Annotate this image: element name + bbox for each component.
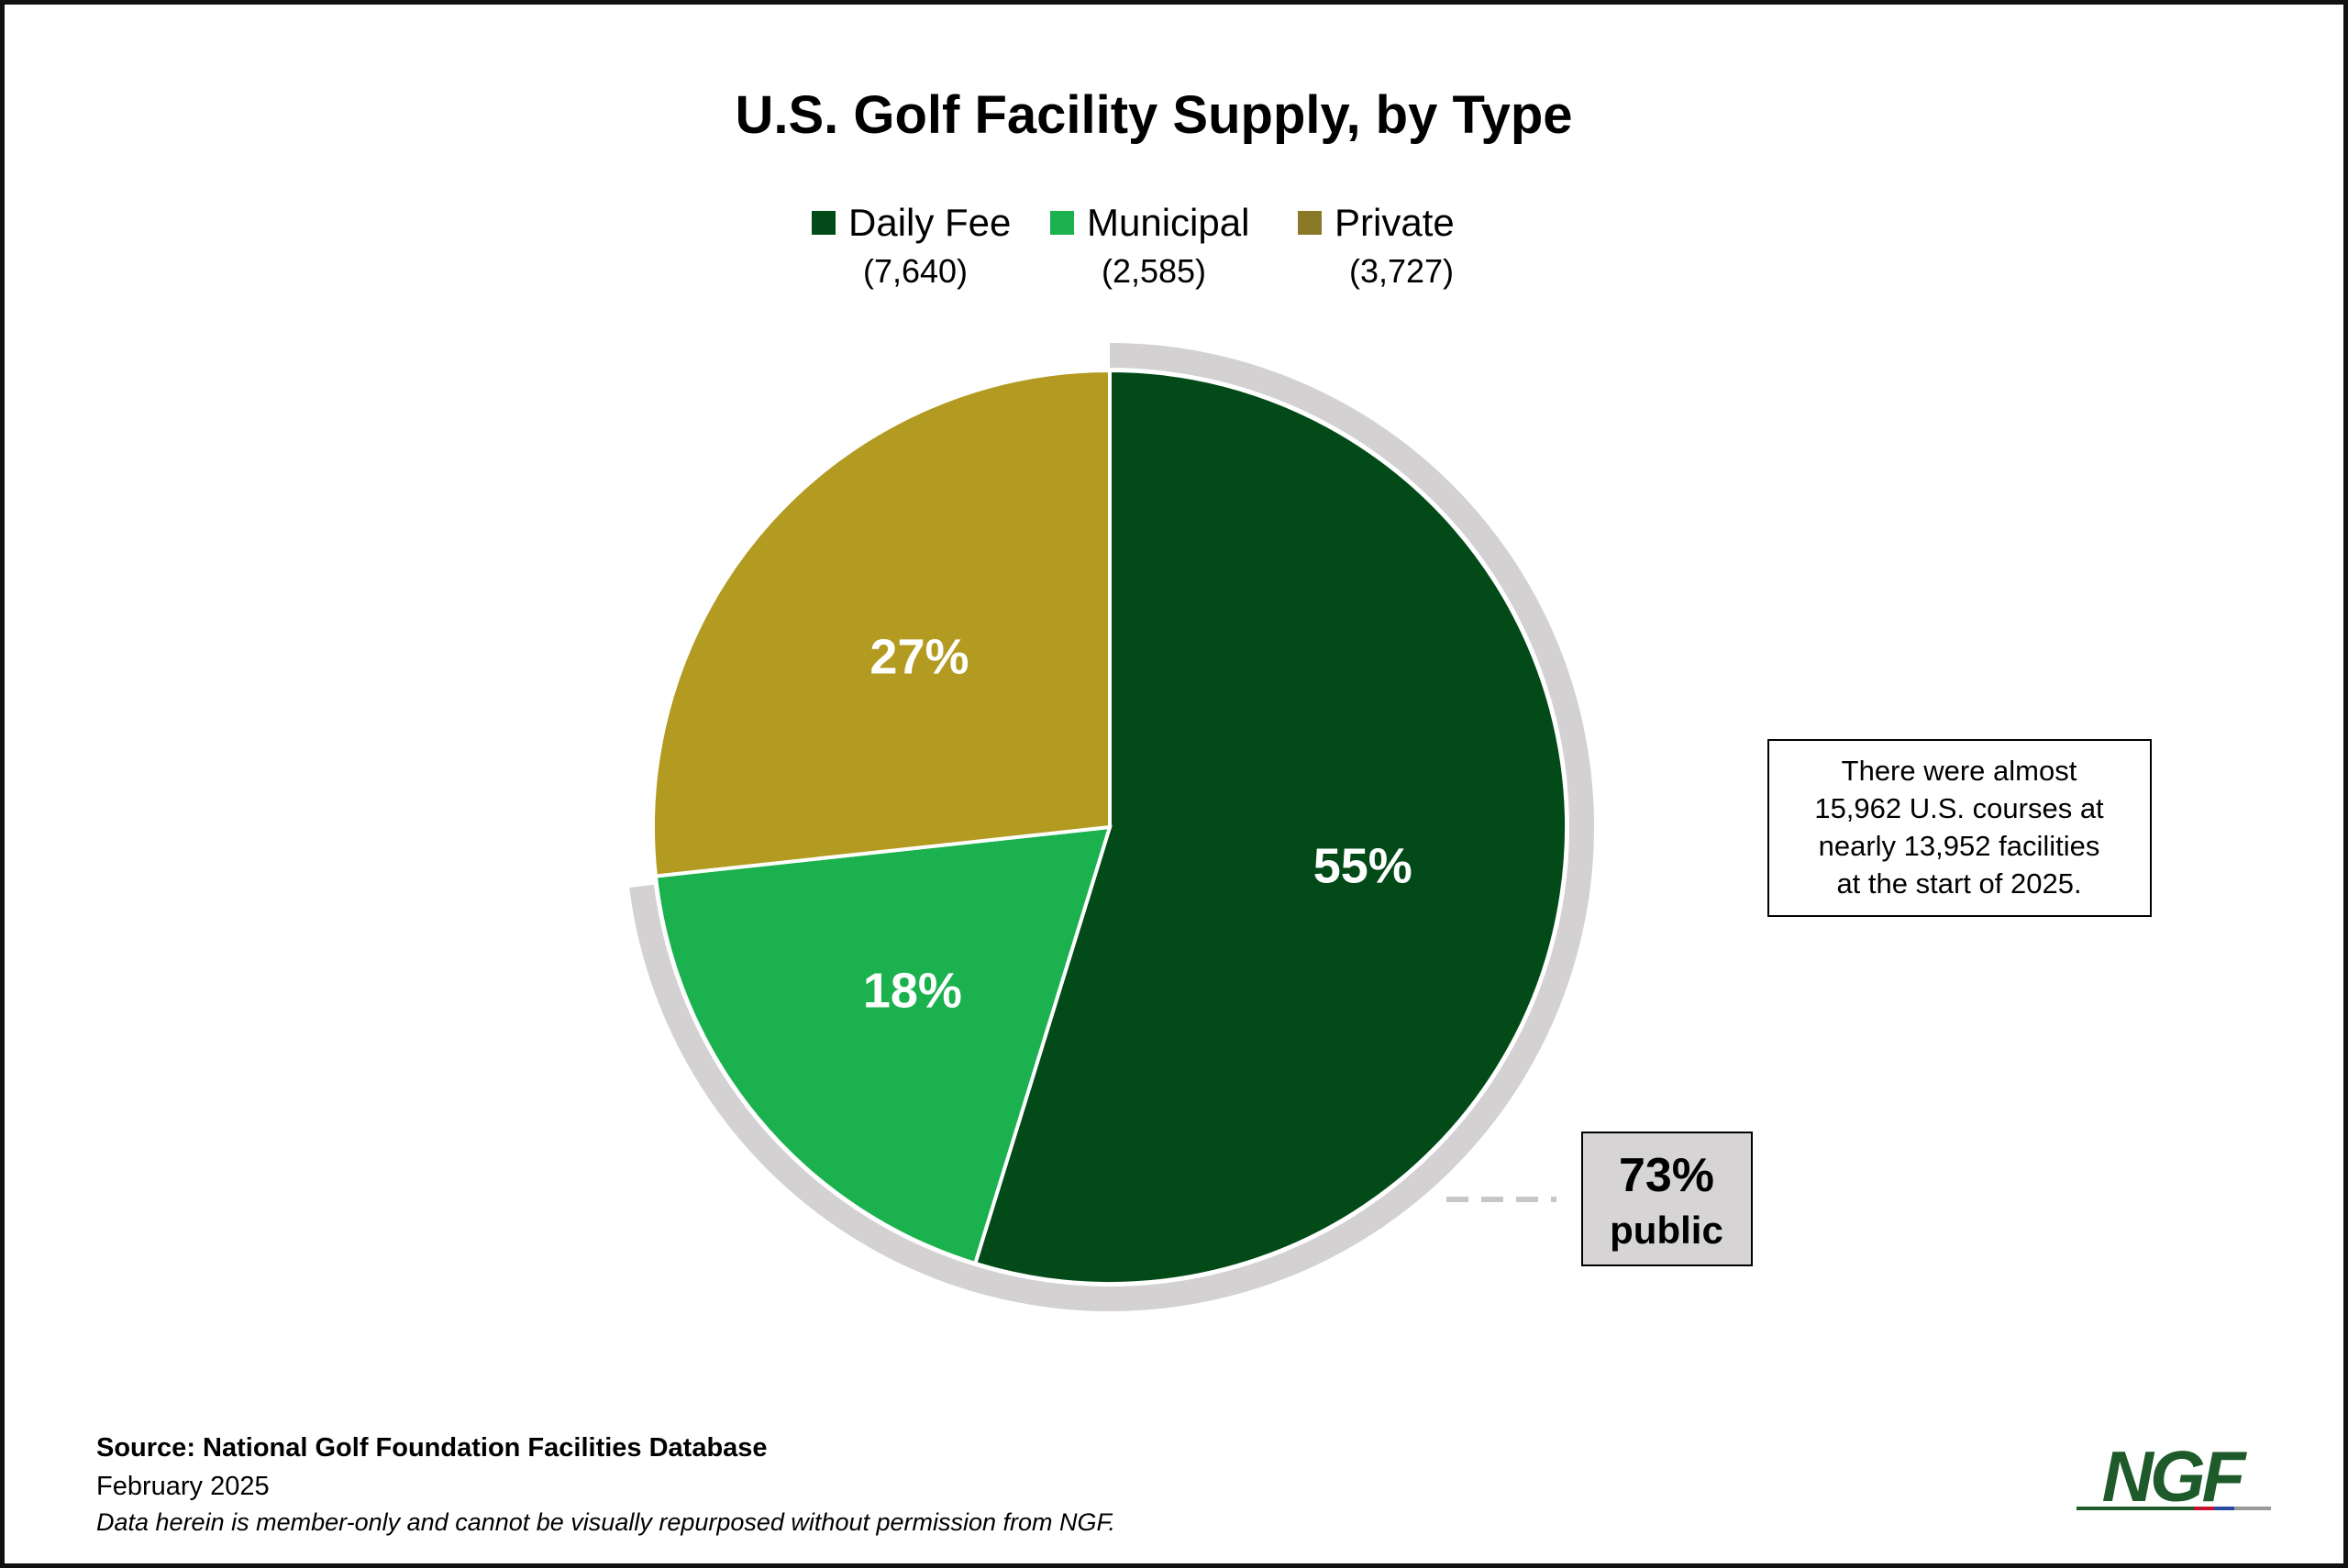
annotation-line: nearly 13,952 facilities <box>1819 830 2100 862</box>
annotation-line: There were almost <box>1842 755 2077 787</box>
public-callout-label: public <box>1610 1209 1723 1252</box>
logo-text: NGF <box>2102 1444 2248 1517</box>
date-note: February 2025 <box>96 1472 270 1501</box>
legend-count-private: (3,727) <box>1349 252 1454 290</box>
logo-underline-green <box>2077 1507 2194 1510</box>
disclaimer-note: Data herein is member-only and cannot be… <box>96 1508 1116 1536</box>
pie-slices <box>651 368 1568 1286</box>
pie-slice-daily-fee <box>972 368 1568 1286</box>
public-callout-value: 73% <box>1619 1149 1714 1202</box>
pie-slice-municipal <box>653 824 1113 1266</box>
percent-label-daily-fee: 55% <box>1313 839 1412 894</box>
logo-underline-red <box>2194 1507 2214 1510</box>
annotation-box: There were almost 15,962 U.S. courses at… <box>1767 739 2152 917</box>
chart-title: U.S. Golf Facility Supply, by Type <box>735 85 1572 145</box>
legend-label-private: Private <box>1335 201 1455 244</box>
legend: Daily Fee (7,640) Municipal (2,585) Private (… <box>812 201 1455 290</box>
pie-chart: U.S. Golf Facility Supply, by Type Daily… <box>629 85 2152 1311</box>
legend-count-municipal: (2,585) <box>1102 252 1206 290</box>
logo-underline-gray <box>2234 1507 2271 1510</box>
legend-swatch-daily-fee <box>812 211 836 235</box>
source-note: Source: National Golf Foundation Facilit… <box>96 1433 768 1463</box>
percent-labels: 55% 18% 27% <box>863 630 1412 1019</box>
legend-label-daily-fee: Daily Fee <box>848 201 1011 244</box>
annotation-line: 15,962 U.S. courses at <box>1814 792 2104 824</box>
legend-count-daily-fee: (7,640) <box>863 252 968 290</box>
legend-swatch-municipal <box>1050 211 1074 235</box>
annotation-line: at the start of 2025. <box>1836 867 2081 900</box>
public-callout-box: 73% public <box>1581 1132 1753 1266</box>
legend-label-municipal: Municipal <box>1087 201 1249 244</box>
percent-label-private: 27% <box>869 630 969 685</box>
legend-swatch-private <box>1298 211 1322 235</box>
logo-underline-blue <box>2214 1507 2234 1510</box>
percent-label-municipal: 18% <box>863 963 962 1018</box>
ngf-logo: NGF <box>2077 1444 2271 1517</box>
pie-slice-private <box>651 368 1112 878</box>
